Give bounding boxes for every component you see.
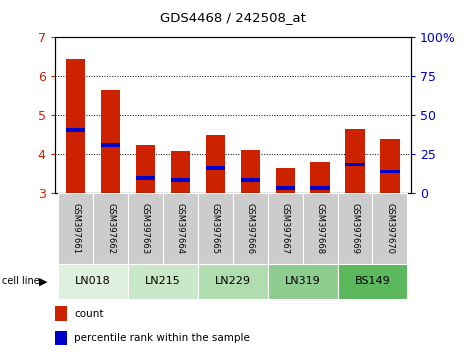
Text: LN215: LN215 bbox=[145, 276, 181, 286]
Text: GSM397662: GSM397662 bbox=[106, 203, 115, 254]
Bar bbox=[311, 186, 330, 190]
Text: count: count bbox=[74, 308, 104, 319]
Text: GSM397665: GSM397665 bbox=[211, 203, 220, 254]
Bar bbox=[268, 264, 338, 299]
Text: LN319: LN319 bbox=[285, 276, 321, 286]
Text: BS149: BS149 bbox=[354, 276, 390, 286]
Bar bbox=[55, 331, 67, 346]
Bar bbox=[345, 162, 365, 166]
Text: GDS4468 / 242508_at: GDS4468 / 242508_at bbox=[160, 11, 306, 24]
Bar bbox=[268, 193, 303, 264]
Bar bbox=[345, 129, 365, 193]
Bar bbox=[303, 193, 338, 264]
Bar bbox=[206, 166, 225, 170]
Bar bbox=[380, 170, 399, 173]
Text: GSM397666: GSM397666 bbox=[246, 203, 255, 254]
Text: GSM397668: GSM397668 bbox=[315, 203, 324, 254]
Bar bbox=[128, 193, 163, 264]
Text: GSM397670: GSM397670 bbox=[385, 203, 394, 254]
Bar bbox=[198, 193, 233, 264]
Bar bbox=[338, 193, 372, 264]
Text: GSM397667: GSM397667 bbox=[281, 203, 290, 254]
Bar bbox=[380, 139, 399, 193]
Text: cell line: cell line bbox=[2, 276, 40, 286]
Text: percentile rank within the sample: percentile rank within the sample bbox=[74, 333, 250, 343]
Text: GSM397664: GSM397664 bbox=[176, 203, 185, 254]
Bar bbox=[233, 193, 268, 264]
Text: ▶: ▶ bbox=[39, 276, 48, 286]
Bar bbox=[136, 145, 155, 193]
Bar bbox=[136, 176, 155, 180]
Text: GSM397663: GSM397663 bbox=[141, 203, 150, 254]
Bar bbox=[58, 264, 128, 299]
Bar bbox=[101, 143, 120, 147]
Bar bbox=[241, 150, 260, 193]
Text: LN018: LN018 bbox=[75, 276, 111, 286]
Bar bbox=[171, 178, 190, 182]
Bar bbox=[66, 128, 85, 132]
Text: GSM397661: GSM397661 bbox=[71, 203, 80, 254]
Text: LN229: LN229 bbox=[215, 276, 251, 286]
Bar bbox=[163, 193, 198, 264]
Bar bbox=[198, 264, 268, 299]
Bar bbox=[171, 151, 190, 193]
Bar bbox=[372, 193, 408, 264]
Bar bbox=[338, 264, 408, 299]
Bar bbox=[241, 178, 260, 182]
Bar bbox=[55, 306, 67, 321]
Bar bbox=[93, 193, 128, 264]
Bar bbox=[276, 169, 295, 193]
Bar bbox=[128, 264, 198, 299]
Bar bbox=[58, 193, 93, 264]
Bar bbox=[206, 135, 225, 193]
Bar bbox=[311, 162, 330, 193]
Bar bbox=[101, 90, 120, 193]
Bar bbox=[276, 186, 295, 190]
Bar bbox=[66, 58, 85, 193]
Text: GSM397669: GSM397669 bbox=[351, 203, 360, 254]
